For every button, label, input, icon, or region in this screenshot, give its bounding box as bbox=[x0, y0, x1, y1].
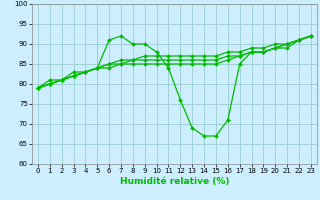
X-axis label: Humidité relative (%): Humidité relative (%) bbox=[120, 177, 229, 186]
